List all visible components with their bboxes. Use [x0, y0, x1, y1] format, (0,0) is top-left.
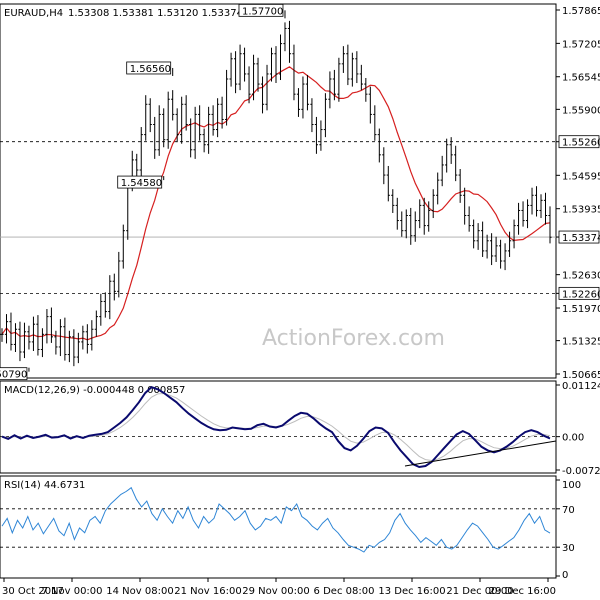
macd-trendline — [404, 440, 557, 467]
price-tick-label: 1.52260 — [562, 289, 600, 300]
rsi-levels — [0, 508, 556, 548]
price-tick-label: 1.57865 — [562, 6, 600, 17]
annotation-box — [238, 3, 284, 17]
annotation-box — [117, 175, 163, 189]
watermark: ActionForex.com — [262, 326, 445, 351]
macd-label: MACD(12,26,9) -0.000448 0.000857 — [4, 385, 185, 396]
annotation-box — [0, 367, 28, 381]
price-tick-label: 1.51325 — [562, 337, 600, 348]
rsi-tick-label: 0 — [562, 570, 568, 581]
rsi-axis: 100 70 30 0 — [556, 479, 581, 581]
price-axis: 1.57865 1.57205 1.56545 1.55900 1.55260 1.545… — [556, 6, 600, 381]
macd-tick-label: -0.007263 — [562, 466, 600, 477]
price-tick-label: 1.57205 — [562, 39, 600, 50]
symbol-label: EURAUD,H4 — [4, 8, 63, 19]
rsi-line — [1, 486, 551, 553]
rsi-tick-label: 70 — [562, 505, 575, 516]
price-tick-label: 1.50665 — [562, 370, 600, 381]
ohlc-label: 1.53308 1.53381 1.53120 1.53374 — [68, 8, 243, 19]
price-tick-label: 1.55900 — [562, 105, 600, 116]
annotation-box — [126, 61, 172, 75]
time-tick-label: 29 Nov 00:00 — [242, 586, 309, 597]
time-tick-label: 21 Dec 00:00 — [446, 586, 513, 597]
rsi-panel: RSI(14) 44.6731 100 70 30 0 — [0, 475, 581, 581]
price-bars — [0, 20, 552, 367]
rsi-tick-label: 100 — [562, 480, 581, 491]
macd-tick-label: 0.011247 — [562, 381, 600, 392]
price-level-box — [558, 135, 600, 149]
price-tick-label: 1.53935 — [562, 205, 600, 216]
time-tick-label: 13 Dec 16:00 — [378, 586, 445, 597]
price-panel: ActionForex.com EURAUD,H4 1.53308 1.5338… — [0, 3, 600, 381]
price-tick-label: 1.55260 — [562, 138, 600, 149]
rsi-tick-label: 30 — [562, 543, 575, 554]
time-tick-label: 7 Nov 00:00 — [41, 586, 102, 597]
time-tick-label: 29 Dec 16:00 — [489, 586, 556, 597]
time-tick-label: 14 Nov 08:00 — [106, 586, 173, 597]
price-tick-label: 1.56545 — [562, 73, 600, 84]
price-tick-label: 1.52630 — [562, 271, 600, 282]
macd-line — [1, 385, 551, 469]
price-annotation-label: 1.56560 — [130, 64, 171, 75]
macd-panel: MACD(12,26,9) -0.000448 0.000857 0.01124… — [0, 380, 600, 477]
price-tick-label: 1.51970 — [562, 304, 600, 315]
price-annotation-label: 1.54580 — [121, 178, 162, 189]
rsi-panel-frame — [0, 475, 557, 579]
price-level-box — [558, 230, 600, 244]
price-level-box — [558, 286, 600, 300]
price-panel-frame — [0, 3, 557, 379]
price-tick-label: 1.54595 — [562, 171, 600, 182]
price-levels — [0, 141, 556, 294]
price-tick-label: 1.53374 — [562, 233, 600, 244]
time-tick-label: 21 Nov 16:00 — [174, 586, 241, 597]
rsi-label: RSI(14) 44.6731 — [4, 480, 85, 491]
macd-tick-label: 0.00 — [562, 433, 584, 444]
price-annotation-label: 1.57700 — [242, 6, 283, 17]
time-tick-label: 6 Dec 08:00 — [314, 586, 375, 597]
macd-axis: 0.011247 0.00 -0.007263 — [556, 381, 600, 477]
time-tick-label: 30 Oct 2017 — [2, 586, 64, 597]
